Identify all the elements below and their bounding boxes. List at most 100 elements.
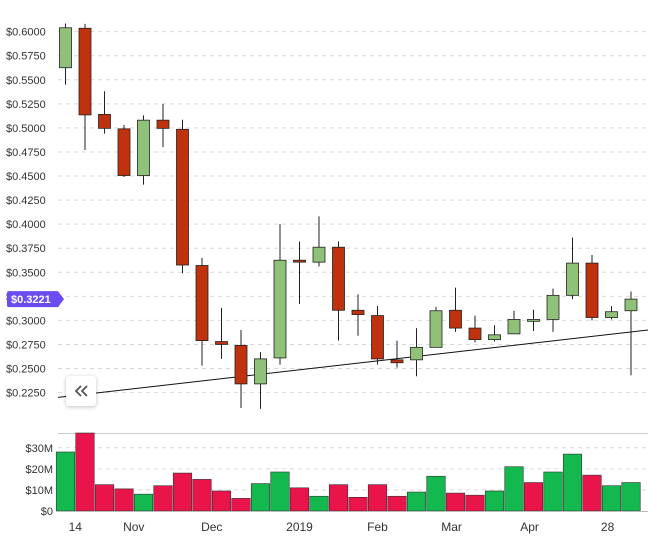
volume-y-tick-label: $30M <box>25 443 53 455</box>
candle <box>137 115 150 185</box>
candle-body <box>351 309 365 315</box>
candle-body <box>176 128 189 266</box>
candle <box>351 294 365 336</box>
candle <box>254 352 267 409</box>
price-y-tick-label: $0.5250 <box>6 99 46 111</box>
x-tick-label: Mar <box>441 520 462 534</box>
candle <box>624 291 638 376</box>
volume-bar <box>289 487 310 512</box>
candle-body <box>507 319 521 335</box>
candle-body <box>215 341 228 345</box>
x-tick-label: 28 <box>601 520 615 534</box>
candle <box>449 287 462 332</box>
x-tick-label: 14 <box>69 520 83 534</box>
x-axis: 14 Nov Dec 2019 Feb Mar Apr 28 <box>58 511 648 534</box>
candle-body <box>254 358 267 385</box>
candle-body <box>117 128 131 176</box>
candle <box>527 309 540 331</box>
candle-body <box>59 27 72 69</box>
price-y-tick-label: $0.3500 <box>6 267 46 279</box>
volume-bar <box>367 484 388 512</box>
price-y-tick-label: $0.4000 <box>6 219 46 231</box>
volume-bar <box>484 490 505 512</box>
volume-bar <box>387 495 407 512</box>
candle <box>507 310 521 335</box>
volume-bar <box>445 492 466 512</box>
candle-body <box>527 319 540 322</box>
volume-bar <box>348 496 368 512</box>
candle-body <box>312 246 326 263</box>
candle <box>234 330 248 408</box>
volume-y-tick-label: $0 <box>41 506 53 518</box>
candle <box>293 241 306 305</box>
price-gridlines <box>58 31 648 394</box>
candle <box>156 103 170 148</box>
candle <box>585 254 599 321</box>
current-price-label: $0.3221 <box>11 294 51 306</box>
candle-body <box>429 310 443 348</box>
candle <box>273 224 287 365</box>
candle-body <box>468 327 482 341</box>
volume-bar <box>504 466 524 512</box>
volume-bar <box>250 483 271 512</box>
price-y-tick-label: $0.3750 <box>6 243 46 255</box>
volume-bar <box>523 482 544 512</box>
price-y-tick-label: $0.2750 <box>6 339 46 351</box>
volume-bar <box>601 485 622 512</box>
candle <box>468 315 482 343</box>
candle-body <box>78 27 92 116</box>
x-tick-label: Dec <box>201 520 222 534</box>
volume-bar <box>582 474 602 512</box>
current-price-tag-shape <box>7 291 64 308</box>
candle <box>98 91 111 134</box>
candle-body <box>585 262 599 318</box>
candle <box>390 340 404 368</box>
volume-bar <box>621 482 641 512</box>
candle-body <box>332 246 345 311</box>
candle <box>78 23 92 151</box>
candle <box>312 216 326 267</box>
candle <box>410 328 423 377</box>
price-y-tick-label: $0.3000 <box>6 315 46 327</box>
candle-body <box>566 262 579 296</box>
candle-body <box>624 298 638 312</box>
candle <box>59 23 72 85</box>
candle-body <box>488 334 501 341</box>
x-tick-label: 2019 <box>286 520 313 534</box>
price-y-tick-label: $0.4250 <box>6 195 46 207</box>
price-y-tick-label: $0.5500 <box>6 75 46 87</box>
price-y-tick-label: $0.4500 <box>6 171 46 183</box>
candle <box>429 306 443 348</box>
support-trendline <box>57 329 649 398</box>
candle-body <box>234 344 248 385</box>
price-y-tick-label: $0.6000 <box>6 27 46 39</box>
volume-bar <box>309 495 329 512</box>
price-y-tick-label: $0.5750 <box>6 51 46 63</box>
scroll-back-button[interactable] <box>66 376 96 406</box>
candlesticks <box>59 23 638 409</box>
volume-bar <box>153 485 173 512</box>
volume-y-tick-label: $20M <box>25 464 53 476</box>
volume-bar <box>270 471 290 512</box>
current-price-tag: $0.3221 <box>7 291 64 308</box>
volume-y-axis: $30M $20M $10M $0 <box>25 443 53 518</box>
candle <box>176 119 189 274</box>
x-tick-label: Feb <box>367 520 388 534</box>
volume-bar <box>114 488 134 512</box>
volume-bar <box>211 490 232 512</box>
candle <box>195 257 209 366</box>
candle <box>332 241 345 341</box>
volume-bar <box>426 475 446 512</box>
candle-body <box>546 294 560 320</box>
volume-bar <box>133 493 154 512</box>
volume-bar <box>465 494 485 512</box>
volume-bar <box>231 498 251 512</box>
volume-bar <box>55 451 76 512</box>
volume-y-tick-label: $10M <box>25 485 53 497</box>
candle-body <box>137 119 150 176</box>
price-y-axis: $0.6000 $0.5750 $0.5500 $0.5250 $0.5000 $0.47… <box>6 27 46 400</box>
candle <box>488 325 501 342</box>
candle <box>605 305 618 320</box>
candle-body <box>390 359 404 364</box>
